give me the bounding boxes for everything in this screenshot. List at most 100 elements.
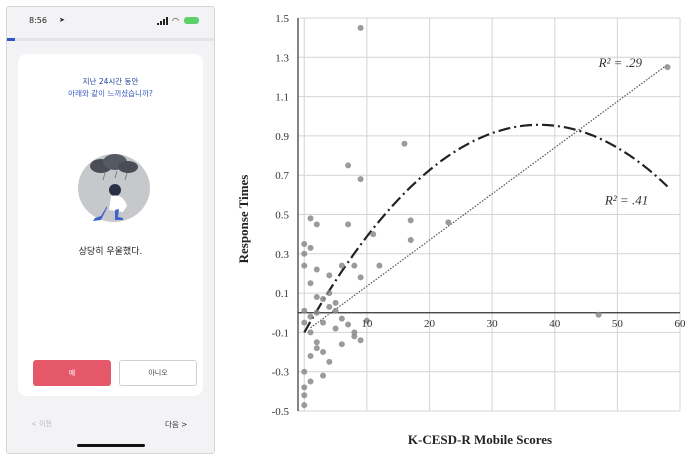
data-point: [357, 274, 364, 281]
data-point: [326, 290, 333, 297]
data-point: [307, 215, 314, 222]
data-point: [307, 329, 314, 336]
grid-layer: [298, 17, 681, 412]
data-point: [445, 219, 452, 226]
data-point: [301, 307, 308, 314]
y-tick-label: -0.5: [272, 406, 290, 418]
yes-button[interactable]: 예: [33, 360, 111, 386]
data-point: [376, 262, 383, 269]
answer-statement: 상당히 우울했다.: [78, 247, 143, 257]
data-point: [307, 313, 314, 320]
data-point: [357, 337, 364, 344]
data-point: [301, 392, 308, 399]
data-point: [338, 315, 345, 322]
home-indicator: [77, 444, 145, 447]
data-point: [301, 319, 308, 326]
data-point: [338, 262, 345, 269]
data-point: [407, 237, 414, 244]
data-point: [345, 162, 352, 169]
annotations: R² = .29 R² = .41: [598, 55, 649, 208]
y-tick-label: 0.9: [275, 131, 289, 143]
y-tick-label: 0.7: [275, 170, 289, 182]
data-point: [320, 319, 327, 326]
status-time: 8:56: [29, 16, 47, 25]
wifi-icon: ◠: [172, 16, 179, 25]
data-point: [301, 368, 308, 375]
data-point: [326, 358, 333, 365]
y-tick-label: -0.3: [272, 367, 290, 379]
location-arrow-icon: ➤: [59, 16, 65, 24]
cellular-signal-icon: [157, 17, 168, 25]
data-point: [313, 339, 320, 346]
fit-lines: [303, 64, 669, 333]
survey-progress-fill: [7, 38, 16, 41]
x-tick-label: 50: [612, 318, 624, 330]
data-point: [407, 217, 414, 224]
next-button[interactable]: 다음 >: [165, 420, 188, 429]
data-point: [345, 221, 352, 228]
question-card: 지난 24시간 동안 아래와 같이 느끼셨습니까? 상당히 우울했다. 예 아니…: [18, 54, 203, 396]
data-point: [307, 244, 314, 251]
data-point: [301, 250, 308, 257]
tick-labels: 1.5 1.3 1.1 0.9 0.7 0.5 0.3 0.1 -0.1 -0.3 -0.5 10 20…: [272, 13, 686, 418]
data-point: [301, 384, 308, 391]
data-point: [307, 352, 314, 359]
y-tick-label: 0.3: [275, 249, 289, 261]
axes-layer: [297, 18, 680, 411]
data-point: [338, 341, 345, 348]
data-point: [664, 64, 671, 71]
scatter-chart: 1.5 1.3 1.1 0.9 0.7 0.5 0.3 0.1 -0.1 -0.3 -0.5 10 20…: [236, 13, 686, 447]
y-tick-label: 0.5: [275, 210, 289, 222]
data-point: [363, 317, 370, 324]
x-axis-label: K-CESD-R Mobile Scores: [408, 432, 552, 447]
data-point: [320, 372, 327, 379]
data-point: [313, 266, 320, 273]
phone-screen: 8:56 ➤ ◠ 지난 24시간 동안 아래와 같이 느끼셨습니까?: [6, 6, 215, 454]
x-tick-label: 30: [487, 318, 499, 330]
data-point: [313, 294, 320, 301]
data-point: [301, 240, 308, 247]
data-point: [301, 262, 308, 269]
depressed-person-illustration: [78, 154, 150, 222]
y-tick-label: 1.5: [275, 13, 289, 25]
x-tick-label: 40: [549, 318, 561, 330]
data-point: [357, 24, 364, 31]
data-point: [326, 272, 333, 279]
previous-button[interactable]: < 이전: [31, 420, 52, 428]
data-points: [301, 24, 671, 409]
data-point: [401, 140, 408, 147]
data-point: [595, 311, 602, 318]
x-tick-label: 20: [424, 318, 436, 330]
quadratic-fit-curve: [303, 123, 669, 333]
data-point: [313, 221, 320, 228]
r-squared-annotation: R² = .29: [598, 55, 643, 70]
data-point: [301, 402, 308, 409]
y-tick-label: 1.1: [275, 92, 289, 104]
data-point: [345, 321, 352, 328]
linear-fit-line: [310, 64, 668, 329]
data-point: [351, 333, 358, 340]
r-squared-annotation: R² = .41: [604, 193, 648, 208]
data-point: [320, 349, 327, 356]
data-point: [326, 303, 333, 310]
question-line-2: 아래와 같이 느끼셨습니까?: [68, 89, 153, 98]
y-axis-label: Response Times: [236, 175, 251, 264]
y-tick-label: 1.3: [275, 52, 289, 64]
data-point: [332, 325, 339, 332]
data-point: [332, 299, 339, 306]
data-point: [307, 378, 314, 385]
data-point: [332, 307, 339, 314]
no-button[interactable]: 아니오: [119, 360, 197, 386]
survey-progress-bar: [7, 38, 214, 41]
data-point: [307, 280, 314, 287]
data-point: [351, 262, 358, 269]
data-point: [313, 345, 320, 352]
battery-icon: [184, 17, 199, 24]
data-point: [320, 295, 327, 302]
y-tick-label: -0.1: [272, 327, 289, 339]
question-line-1: 지난 24시간 동안: [82, 77, 139, 86]
data-point: [370, 231, 377, 238]
data-point: [313, 309, 320, 316]
status-bar: 8:56 ➤ ◠: [7, 7, 214, 35]
x-tick-label: 60: [675, 318, 687, 330]
